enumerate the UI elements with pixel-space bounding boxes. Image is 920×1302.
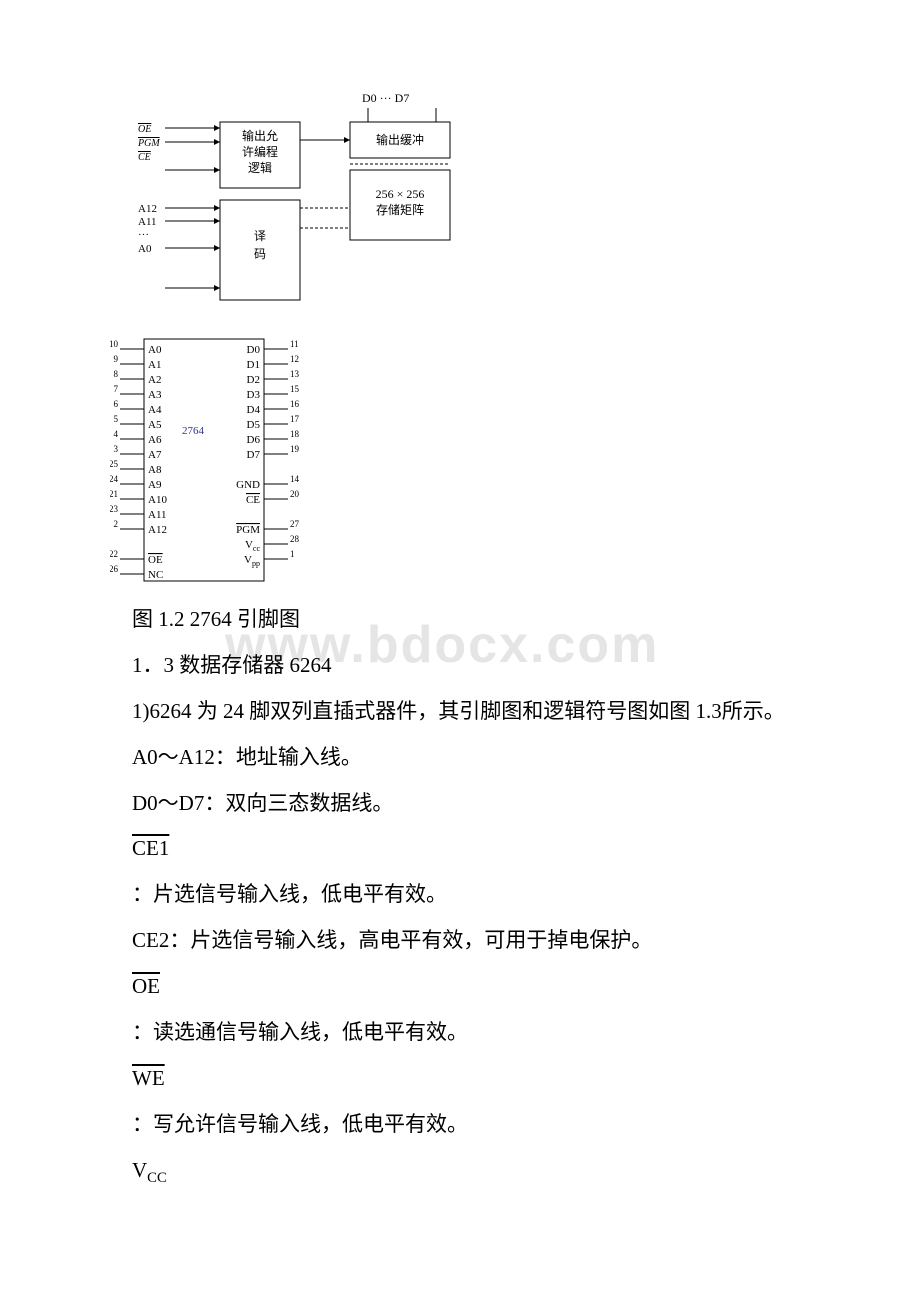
buffer-block-label: 输出缓冲: [376, 132, 424, 147]
svg-text:GND: GND: [236, 479, 260, 491]
svg-text:24: 24: [110, 474, 119, 484]
svg-text:12: 12: [290, 354, 299, 364]
svg-text:NC: NC: [148, 569, 163, 581]
line-ce2: CE2：片选信号输入线，高电平有效，可用于掉电保护。: [90, 921, 830, 961]
svg-text:6: 6: [114, 399, 119, 409]
svg-text:18: 18: [290, 429, 300, 439]
svg-text:D2: D2: [247, 374, 260, 386]
svg-text:3: 3: [114, 444, 119, 454]
svg-text:21: 21: [110, 489, 118, 499]
block-diagram: D0 ··· D7 输出允 许编程 逻辑 OE PGM CE: [110, 90, 830, 325]
svg-text:D5: D5: [247, 419, 261, 431]
pinout-diagram: 10A09A18A27A36A45A54A63A725A824A921A1023…: [110, 333, 830, 592]
svg-text:CE: CE: [246, 494, 260, 506]
pinout-svg: 10A09A18A27A36A45A54A63A725A824A921A1023…: [110, 333, 310, 587]
svg-text:26: 26: [110, 564, 119, 574]
svg-text:11: 11: [290, 339, 299, 349]
svg-text:A5: A5: [148, 419, 162, 431]
para-intro-6264: 1)6264 为 24 脚双列直插式器件，其引脚图和逻辑符号图如图 1.3所示。: [90, 692, 830, 732]
svg-text:D4: D4: [247, 404, 261, 416]
svg-text:23: 23: [110, 504, 119, 514]
sig-ce1: CE1: [90, 829, 830, 869]
svg-text:2764: 2764: [182, 425, 205, 437]
matrix-block-l1: 256 × 256: [376, 187, 425, 201]
svg-text:D3: D3: [247, 389, 261, 401]
svg-text:2: 2: [114, 519, 119, 529]
svg-text:Vcc: Vcc: [245, 539, 261, 553]
svg-text:D1: D1: [247, 359, 260, 371]
svg-text:A8: A8: [148, 464, 162, 476]
svg-text:22: 22: [110, 549, 118, 559]
matrix-block-l2: 存储矩阵: [376, 202, 424, 217]
desc-we: ：写允许信号输入线，低电平有效。: [90, 1105, 830, 1145]
sig-we: WE: [90, 1059, 830, 1099]
svg-text:A7: A7: [148, 449, 162, 461]
ctrl-oe: OE: [138, 124, 151, 135]
svg-text:7: 7: [114, 384, 119, 394]
svg-text:10: 10: [110, 339, 119, 349]
svg-text:A11: A11: [148, 509, 167, 521]
sig-vcc: VCC: [90, 1151, 830, 1193]
addr-a12: A12: [138, 203, 157, 215]
svg-text:Vpp: Vpp: [244, 554, 260, 568]
svg-text:PGM: PGM: [236, 524, 260, 536]
svg-text:19: 19: [290, 444, 300, 454]
svg-text:1: 1: [290, 549, 295, 559]
svg-text:A6: A6: [148, 434, 162, 446]
svg-text:A1: A1: [148, 359, 161, 371]
line-data: D0～D7：双向三态数据线。: [90, 784, 830, 824]
svg-text:OE: OE: [148, 554, 163, 566]
data-bus-label: D0 ··· D7: [362, 91, 409, 105]
svg-text:A3: A3: [148, 389, 162, 401]
decoder-l1: 译: [254, 229, 266, 243]
svg-text:17: 17: [290, 414, 300, 424]
svg-text:D0: D0: [247, 344, 261, 356]
svg-text:A10: A10: [148, 494, 167, 506]
svg-text:28: 28: [290, 534, 300, 544]
svg-text:16: 16: [290, 399, 300, 409]
svg-text:9: 9: [114, 354, 119, 364]
svg-text:A2: A2: [148, 374, 161, 386]
svg-text:25: 25: [110, 459, 119, 469]
svg-text:A9: A9: [148, 479, 162, 491]
addr-a11: A11: [138, 216, 157, 228]
svg-text:D7: D7: [247, 449, 261, 461]
desc-oe: ：读选通信号输入线，低电平有效。: [90, 1013, 830, 1053]
svg-text:27: 27: [290, 519, 300, 529]
block-diagram-svg: D0 ··· D7 输出允 许编程 逻辑 OE PGM CE: [110, 90, 480, 320]
svg-text:8: 8: [114, 369, 119, 379]
sig-oe: OE: [90, 967, 830, 1007]
logic-block-l2: 许编程: [242, 144, 278, 159]
svg-text:A4: A4: [148, 404, 162, 416]
svg-text:20: 20: [290, 489, 300, 499]
svg-text:4: 4: [114, 429, 119, 439]
svg-text:14: 14: [290, 474, 300, 484]
logic-block-l1: 输出允: [242, 128, 278, 143]
ctrl-pgm: PGM: [137, 138, 160, 149]
desc-ce1: ：片选信号输入线，低电平有效。: [90, 875, 830, 915]
svg-text:D6: D6: [247, 434, 261, 446]
ctrl-ce: CE: [138, 152, 151, 163]
line-addr: A0～A12：地址输入线。: [90, 738, 830, 778]
addr-a0: A0: [138, 243, 152, 255]
logic-block-l3: 逻辑: [248, 161, 272, 175]
svg-text:5: 5: [114, 414, 119, 424]
svg-text:A12: A12: [148, 524, 167, 536]
decoder-l2: 码: [254, 247, 266, 261]
svg-text:13: 13: [290, 369, 300, 379]
svg-text:A0: A0: [148, 344, 162, 356]
figure-caption: 图 1.2 2764 引脚图: [90, 600, 830, 640]
addr-dots: ···: [138, 229, 149, 241]
section-heading-1-3: 1．3 数据存储器 6264: [90, 646, 830, 686]
svg-text:15: 15: [290, 384, 300, 394]
